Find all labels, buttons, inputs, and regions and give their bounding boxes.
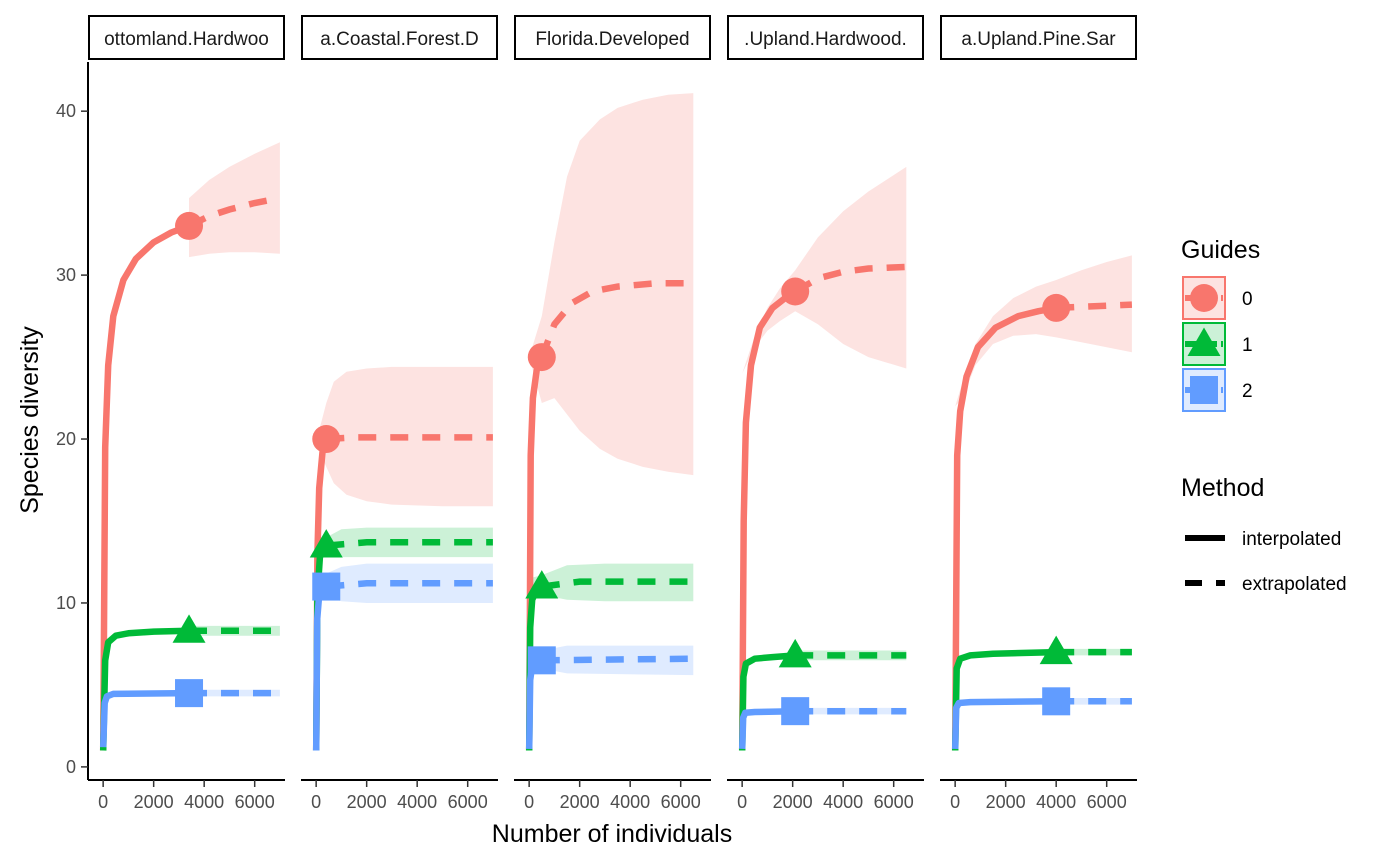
- x-tick-label: 6000: [448, 792, 488, 812]
- facet-content: [525, 93, 694, 751]
- facet-strip-label: a.Upland.Pine.Sar: [961, 29, 1116, 50]
- x-tick-label: 6000: [235, 792, 275, 812]
- extrapolated-line-guide-0: [793, 263, 907, 295]
- facet-content: [309, 366, 493, 751]
- sample-point-guide-1: [778, 638, 812, 668]
- facet-panel: 0 2000 4000 6000 ottomland.Hardwoo: [88, 15, 285, 812]
- sample-point-guide-0: [312, 425, 341, 454]
- x-axis-title: Number of individuals: [492, 820, 732, 848]
- sample-point-guide-1: [525, 570, 559, 599]
- sample-point-guide-0: [527, 343, 556, 372]
- legend-label-guide-2: 2: [1242, 381, 1253, 402]
- sample-point-guide-1: [309, 529, 343, 558]
- sample-point-guide-2: [781, 697, 810, 726]
- x-tick-label: 2000: [773, 792, 813, 812]
- facet-strip: [88, 15, 285, 60]
- interpolated-line-guide-2: [738, 707, 796, 750]
- x-tick-label: 4000: [823, 792, 863, 812]
- facet-strip: [940, 15, 1137, 60]
- legend-label-guide-0: 0: [1242, 289, 1253, 310]
- facet-strip-label: ottomland.Hardwoo: [104, 29, 269, 50]
- extrapolated-line-guide-1: [541, 578, 694, 590]
- legend-title-method: Method: [1181, 474, 1264, 502]
- sample-point-guide-0: [1042, 293, 1071, 322]
- facet-panel: 0 2000 4000 6000 a.Coastal.Forest.D: [301, 15, 498, 812]
- legend-label-method-solid: interpolated: [1242, 529, 1341, 550]
- interpolated-line-guide-1: [738, 652, 796, 751]
- legend-label-method-dashed: extrapolated: [1242, 574, 1347, 595]
- y-axis-title: Species diversity: [16, 326, 44, 514]
- facet-content: [99, 142, 281, 751]
- sample-point-guide-0: [781, 277, 810, 306]
- sample-point-guide-1: [1039, 635, 1073, 665]
- x-tick-label: 0: [950, 792, 960, 812]
- interpolated-line-guide-2: [99, 689, 190, 748]
- extrapolated-line-guide-2: [541, 655, 694, 664]
- facet-strip: [727, 15, 924, 60]
- x-tick-label: 2000: [560, 792, 600, 812]
- facet-content: [738, 166, 907, 751]
- legend-marker-guide-2: [1190, 376, 1218, 404]
- x-tick-label: 0: [98, 792, 108, 812]
- legend: Guides 0 1 2 Method interpolated extrapolated: [1181, 236, 1347, 595]
- extrapolated-line-guide-0: [538, 280, 694, 359]
- x-tick-label: 4000: [610, 792, 650, 812]
- facet-strip-label: Florida.Developed: [535, 29, 689, 50]
- interpolated-line-guide-0: [99, 222, 191, 751]
- x-tick-label: 0: [737, 792, 747, 812]
- extrapolated-line-guide-0: [187, 194, 281, 229]
- y-tick-label: 20: [56, 429, 76, 449]
- x-tick-label: 6000: [1087, 792, 1127, 812]
- y-axis: 0 10 20 30 40: [56, 62, 89, 780]
- confidence-ribbon-guide-0: [189, 142, 280, 258]
- interpolated-line-guide-2: [312, 584, 329, 751]
- sample-point-guide-0: [175, 211, 204, 240]
- confidence-ribbon-guide-1: [795, 650, 907, 661]
- facet-strip: [514, 15, 711, 60]
- interpolated-line-guide-2: [951, 698, 1057, 749]
- sample-point-guide-1: [172, 614, 206, 643]
- x-tick-label: 0: [311, 792, 321, 812]
- sample-point-guide-2: [1042, 687, 1071, 716]
- y-tick-label: 30: [56, 265, 76, 285]
- facet-content: [951, 255, 1133, 751]
- x-tick-label: 4000: [184, 792, 224, 812]
- legend-marker-guide-1: [1187, 327, 1221, 356]
- sample-point-guide-2: [527, 646, 556, 675]
- facet-panel: 0 2000 4000 6000 .Upland.Hardwood.: [727, 15, 924, 812]
- legend-marker-guide-0: [1190, 284, 1218, 312]
- interpolated-line-guide-1: [99, 627, 190, 751]
- legend-label-guide-1: 1: [1242, 335, 1253, 356]
- interpolated-line-guide-1: [951, 648, 1057, 751]
- confidence-ribbon-guide-0: [529, 93, 694, 476]
- sample-point-guide-2: [175, 679, 204, 708]
- confidence-ribbon-guide-2: [795, 707, 907, 715]
- interpolated-line-guide-0: [738, 288, 797, 751]
- sample-point-guide-2: [312, 572, 341, 601]
- facet-panel: 0 2000 4000 6000 a.Upland.Pine.Sar: [940, 15, 1137, 812]
- facet-strip-label: .Upland.Hardwood.: [744, 29, 907, 50]
- x-tick-label: 0: [524, 792, 534, 812]
- x-tick-label: 2000: [986, 792, 1026, 812]
- facet-strip: [301, 15, 498, 60]
- facet-panel: 0 2000 4000 6000 Florida.Developed: [514, 15, 711, 812]
- x-tick-label: 4000: [397, 792, 437, 812]
- interpolated-line-guide-0: [951, 304, 1057, 751]
- x-tick-label: 6000: [661, 792, 701, 812]
- y-tick-label: 0: [66, 757, 76, 777]
- x-tick-label: 4000: [1036, 792, 1076, 812]
- facet-panels: 0 2000 4000 6000 ottomland.Hardwoo 0 2000 4000 6…: [88, 15, 1137, 812]
- extrapolated-line-guide-1: [326, 539, 493, 549]
- y-tick-label: 10: [56, 593, 76, 613]
- x-tick-label: 2000: [347, 792, 387, 812]
- facet-strip-label: a.Coastal.Forest.D: [320, 29, 478, 50]
- confidence-ribbon-guide-0: [742, 166, 907, 374]
- extrapolated-line-guide-0: [326, 434, 493, 443]
- x-tick-label: 6000: [874, 792, 914, 812]
- confidence-ribbon-guide-0: [955, 255, 1132, 407]
- legend-title-guides: Guides: [1181, 236, 1260, 264]
- x-tick-label: 2000: [134, 792, 174, 812]
- y-tick-label: 40: [56, 101, 76, 121]
